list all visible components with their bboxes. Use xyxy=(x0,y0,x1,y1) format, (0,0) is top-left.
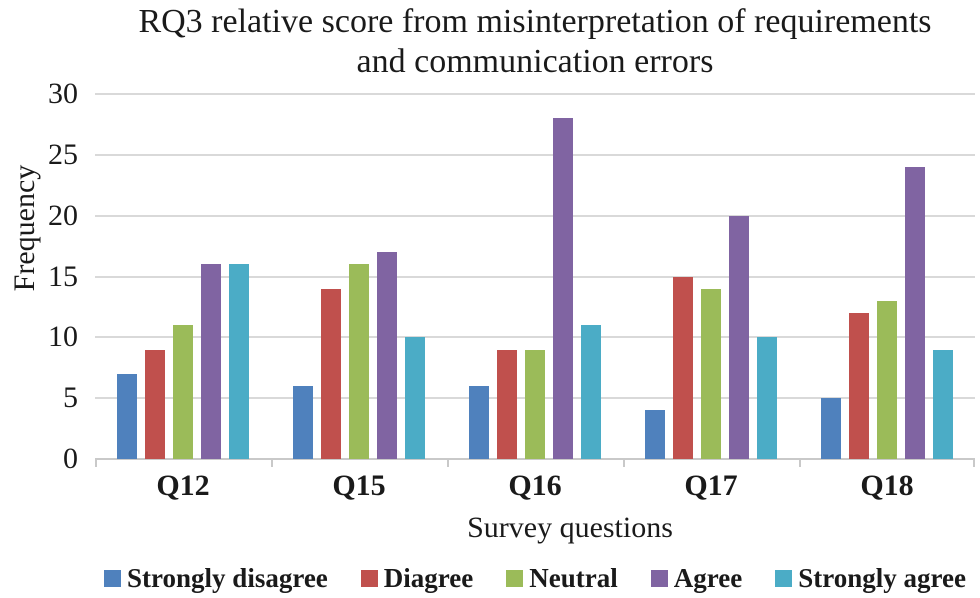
bar-q18-neutral xyxy=(877,300,897,459)
bar-q12-strongly-disagree xyxy=(117,373,137,459)
bar-q16-agree xyxy=(553,118,573,459)
bar-q18-strongly-disagree xyxy=(821,398,841,459)
gridline-y-30 xyxy=(95,93,975,95)
bar-q18-agree xyxy=(905,167,925,459)
legend-swatch-strongly-agree xyxy=(775,570,793,587)
y-tick-label-15: 15 xyxy=(48,259,78,293)
legend-label-agree: Agree xyxy=(673,563,743,593)
bar-q12-diagree xyxy=(145,349,165,459)
bar-group-q15 xyxy=(271,94,447,459)
legend-label-strongly-agree: Strongly agree xyxy=(798,563,966,593)
x-axis-tick xyxy=(95,459,97,467)
y-tick-label-5: 5 xyxy=(63,381,78,415)
legend-label-strongly-disagree: Strongly disagree xyxy=(127,563,328,593)
y-tick-label-30: 30 xyxy=(48,77,78,110)
bar-q12-agree xyxy=(201,264,221,459)
legend-item-strongly-agree: Strongly agree xyxy=(775,563,966,594)
x-category-label-q16: Q16 xyxy=(508,469,562,502)
bar-group-q18 xyxy=(799,94,975,459)
bar-group-q16 xyxy=(447,94,623,459)
x-axis-tick xyxy=(271,459,273,467)
bar-group-q12 xyxy=(95,94,271,459)
gridline-y-15 xyxy=(95,275,975,278)
bar-q18-strongly-agree xyxy=(933,349,953,459)
x-category-label-q17: Q17 xyxy=(684,469,738,502)
y-tick-label-0: 0 xyxy=(63,442,78,475)
x-category-label-q15: Q15 xyxy=(332,469,386,502)
bar-q15-agree xyxy=(377,252,397,459)
bar-q17-neutral xyxy=(701,288,721,459)
gridline-y-25 xyxy=(95,153,975,156)
legend-swatch-agree xyxy=(650,570,668,587)
bar-q16-neutral xyxy=(525,349,545,459)
bar-q12-strongly-agree xyxy=(229,264,249,459)
bar-q16-strongly-disagree xyxy=(469,386,489,459)
bar-q17-agree xyxy=(729,215,749,459)
x-axis-tick xyxy=(799,459,801,467)
legend-item-strongly-disagree: Strongly disagree xyxy=(104,563,328,594)
bar-q15-diagree xyxy=(321,288,341,459)
legend-item-neutral: Neutral xyxy=(506,563,618,594)
x-axis-tick xyxy=(623,459,625,467)
bar-q12-neutral xyxy=(173,325,193,459)
legend-label-neutral: Neutral xyxy=(529,563,618,593)
gridline-y-20 xyxy=(95,214,975,217)
x-axis-tick xyxy=(973,459,975,467)
x-category-label-q18: Q18 xyxy=(860,469,914,502)
x-axis-line xyxy=(95,458,975,460)
legend-item-agree: Agree xyxy=(650,563,743,594)
bar-q16-diagree xyxy=(497,349,517,459)
x-axis-title: Survey questions xyxy=(467,511,673,544)
bar-q16-strongly-agree xyxy=(581,325,601,459)
y-tick-label-25: 25 xyxy=(48,137,78,171)
bar-q15-strongly-agree xyxy=(405,337,425,459)
bar-q15-strongly-disagree xyxy=(293,386,313,459)
bar-q15-neutral xyxy=(349,264,369,459)
chart-legend: Strongly disagree Diagree Neutral Agree Stro… xyxy=(95,563,975,594)
x-axis-tick xyxy=(447,459,449,467)
bar-q17-strongly-disagree xyxy=(645,410,665,459)
legend-swatch-diagree xyxy=(360,570,378,587)
gridline-y-10 xyxy=(95,336,975,339)
bar-group-q17 xyxy=(623,94,799,459)
legend-swatch-neutral xyxy=(506,570,524,587)
y-tick-label-10: 10 xyxy=(48,320,78,354)
x-category-label-q12: Q12 xyxy=(156,469,210,502)
legend-item-diagree: Diagree xyxy=(360,563,474,594)
legend-swatch-strongly-disagree xyxy=(104,570,122,587)
legend-label-diagree: Diagree xyxy=(383,563,474,593)
bar-q17-diagree xyxy=(673,276,693,459)
plot-area xyxy=(95,93,975,467)
chart-title: RQ3 relative score from misinterpretatio… xyxy=(138,3,932,80)
y-tick-label-20: 20 xyxy=(48,198,78,232)
bar-q17-strongly-agree xyxy=(757,337,777,459)
bar-q18-diagree xyxy=(849,313,869,459)
